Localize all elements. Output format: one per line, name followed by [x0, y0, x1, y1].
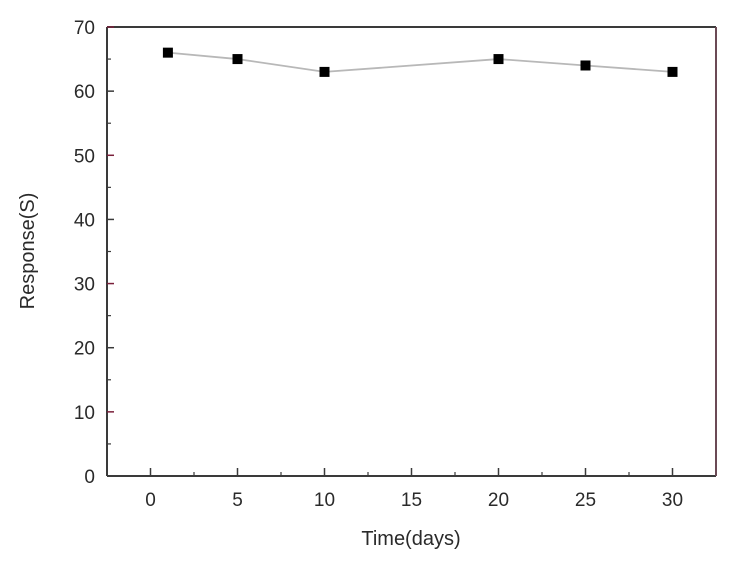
x-axis-title: Time(days) — [361, 528, 460, 550]
x-tick-label: 5 — [232, 490, 243, 511]
x-tick-label: 20 — [488, 490, 509, 511]
y-axis: 0 10 20 30 40 50 60 70 — [74, 18, 114, 488]
data-point-marker — [493, 54, 504, 65]
series-line — [167, 51, 673, 73]
y-tick-label: 0 — [84, 467, 95, 488]
data-point-marker — [580, 60, 591, 71]
data-point-marker — [667, 66, 678, 77]
x-tick-label: 25 — [575, 490, 596, 511]
x-tick-label: 10 — [314, 490, 335, 511]
y-tick-label: 30 — [74, 275, 95, 296]
x-tick-label: 15 — [401, 490, 422, 511]
plot-frame — [106, 26, 717, 477]
y-tick-label: 10 — [74, 403, 95, 424]
y-axis-title: Response(S) — [17, 193, 39, 310]
y-tick-label: 50 — [74, 146, 95, 167]
data-point-marker — [232, 54, 243, 65]
y-tick-label: 60 — [74, 82, 95, 103]
x-axis: 0 5 10 15 20 25 30 — [145, 468, 683, 511]
data-series — [162, 47, 678, 77]
data-point-marker — [162, 47, 173, 58]
data-point-marker — [319, 66, 330, 77]
x-tick-label: 0 — [145, 490, 156, 511]
y-tick-label: 70 — [74, 18, 95, 39]
y-tick-label: 20 — [74, 339, 95, 360]
y-tick-label: 40 — [74, 210, 95, 231]
x-tick-label: 30 — [662, 490, 683, 511]
